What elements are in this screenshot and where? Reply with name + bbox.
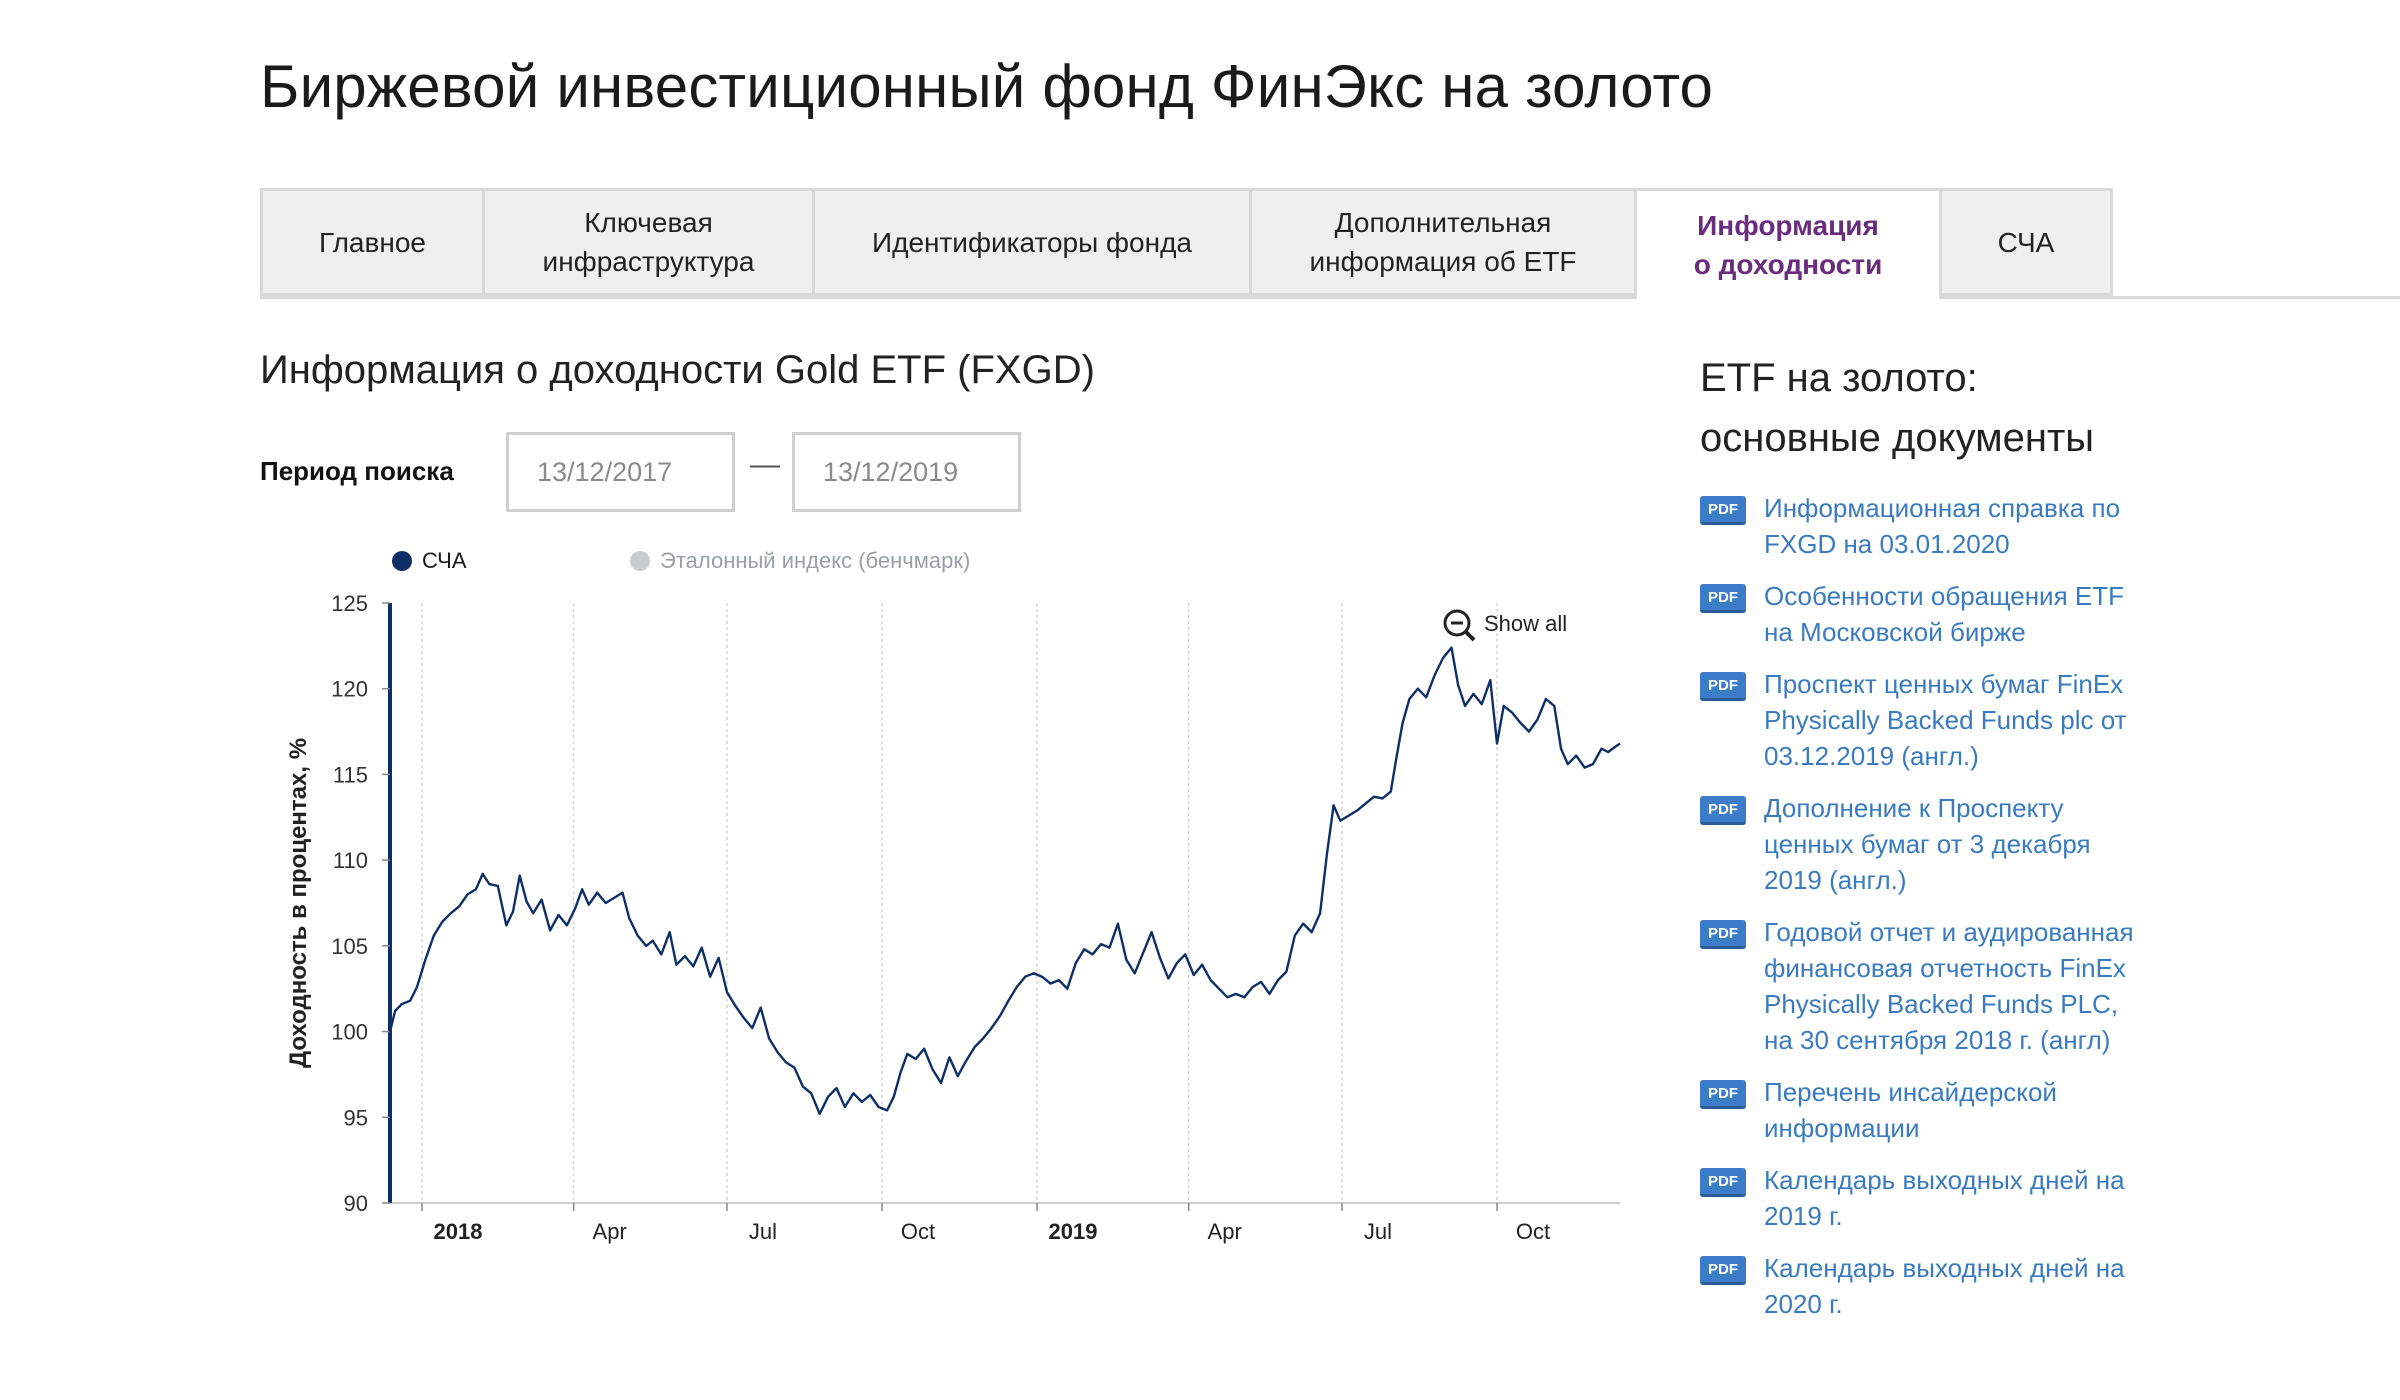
pdf-icon[interactable]: PDF	[1700, 920, 1746, 949]
tab-bar: Главное Ключевая инфраструктура Идентификат…	[260, 188, 2400, 299]
docs-title: ETF на золото: основные документы	[1700, 356, 2095, 460]
x-tick-label: Oct	[1516, 1219, 1550, 1244]
date-from-input[interactable]: 13/12/2017	[506, 432, 735, 512]
tab-label: Идентификаторы фонда	[871, 226, 1192, 258]
doc-item: PDF Проспект ценных бумаг FinEx Physically…	[1700, 666, 2160, 774]
pdf-icon[interactable]: PDF	[1700, 672, 1746, 701]
doc-item: PDF Перечень инсайдерской информации	[1700, 1074, 2160, 1146]
y-tick-label: 105	[331, 934, 368, 959]
date-to-input[interactable]: 13/12/2019	[792, 432, 1021, 512]
doc-link[interactable]: Календарь выходных дней на 2019 г.	[1764, 1165, 2125, 1231]
pdf-icon[interactable]: PDF	[1700, 1168, 1746, 1197]
doc-link[interactable]: Проспект ценных бумаг FinEx Physically Ba…	[1764, 669, 2127, 771]
y-axis-label: Доходность в процентах, %	[285, 738, 312, 1068]
tab-infra[interactable]: Ключевая инфраструктура	[482, 188, 812, 296]
docs-list: PDF Информационная справка по FXGD на 03.0…	[1700, 490, 2160, 1338]
x-tick-label: 2019	[1049, 1219, 1098, 1244]
zoom-out-icon-handle	[1464, 630, 1476, 642]
page-title: Биржевой инвестиционный фонд ФинЭкс на з…	[260, 53, 1714, 120]
date-separator: —	[750, 448, 780, 481]
pdf-icon[interactable]: PDF	[1700, 584, 1746, 613]
tab-label: Ключевая инфраструктура	[542, 207, 755, 277]
pdf-icon[interactable]: PDF	[1700, 1256, 1746, 1285]
doc-link[interactable]: Перечень инсайдерской информации	[1764, 1077, 2057, 1143]
doc-item: PDF Календарь выходных дней на 2020 г.	[1700, 1250, 2160, 1322]
doc-item: PDF Особенности обращения ETF на Московско…	[1700, 578, 2160, 650]
pdf-icon[interactable]: PDF	[1700, 496, 1746, 525]
doc-link[interactable]: Особенности обращения ETF на Московской б…	[1764, 581, 2124, 647]
tab-extra[interactable]: Дополнительная информация об ETF	[1249, 188, 1634, 296]
y-tick-label: 95	[344, 1105, 368, 1130]
legend-nav-dot	[392, 551, 412, 571]
doc-link[interactable]: Календарь выходных дней на 2020 г.	[1764, 1253, 2125, 1319]
tab-label: Информация о доходности	[1693, 210, 1883, 280]
doc-item: PDF Календарь выходных дней на 2019 г.	[1700, 1162, 2160, 1234]
x-tick-label: Jul	[1364, 1219, 1392, 1244]
x-tick-label: Apr	[1208, 1219, 1242, 1244]
legend-nav[interactable]: СЧА	[392, 548, 467, 574]
legend-benchmark-label: Эталонный индекс (бенчмарк)	[660, 548, 971, 573]
doc-link[interactable]: Годовой отчет и аудированная финансовая о…	[1764, 917, 2134, 1055]
y-tick-label: 110	[333, 848, 368, 873]
x-tick-label: Jul	[749, 1219, 777, 1244]
pdf-icon[interactable]: PDF	[1700, 1080, 1746, 1109]
doc-item: PDF Годовой отчет и аудированная финансова…	[1700, 914, 2160, 1058]
period-label: Период поиска	[260, 456, 454, 486]
y-tick-label: 125	[331, 591, 368, 616]
legend-benchmark-dot	[630, 551, 650, 571]
x-tick-label: 2018	[434, 1219, 483, 1244]
doc-item: PDF Дополнение к Проспекту ценных бумаг от…	[1700, 790, 2160, 898]
legend-benchmark[interactable]: Эталонный индекс (бенчмарк)	[630, 548, 970, 574]
section-title: Информация о доходности Gold ETF (FXGD)	[260, 348, 1095, 392]
y-tick-label: 115	[333, 762, 368, 787]
tab-label: СЧА	[1997, 226, 2055, 258]
pdf-icon[interactable]: PDF	[1700, 796, 1746, 825]
show-all-button[interactable]: Show all	[1484, 611, 1567, 636]
y-tick-label: 120	[331, 677, 368, 702]
y-tick-label: 100	[331, 1020, 368, 1045]
tab-yield[interactable]: Информация о доходности	[1634, 188, 1939, 299]
nav-chart[interactable]: 90 95 100 105 110 115 120 125 2018 Apr Jul Oct 2019 A…	[270, 585, 1630, 1245]
y-tick-label: 90	[344, 1191, 368, 1216]
tab-label: Главное	[319, 226, 426, 258]
tab-label: Дополнительная информация об ETF	[1309, 207, 1577, 277]
doc-link[interactable]: Информационная справка по FXGD на 03.01.2…	[1764, 493, 2121, 559]
doc-link[interactable]: Дополнение к Проспекту ценных бумаг от 3 …	[1764, 793, 2091, 895]
series-line	[388, 646, 1621, 1116]
tab-nav[interactable]: СЧА	[1939, 188, 2113, 296]
x-tick-label: Oct	[901, 1219, 935, 1244]
legend-nav-label: СЧА	[422, 548, 467, 573]
tab-ids[interactable]: Идентификаторы фонда	[812, 188, 1249, 296]
doc-item: PDF Информационная справка по FXGD на 03.0…	[1700, 490, 2160, 562]
tab-main[interactable]: Главное	[260, 188, 482, 296]
x-tick-label: Apr	[593, 1219, 627, 1244]
